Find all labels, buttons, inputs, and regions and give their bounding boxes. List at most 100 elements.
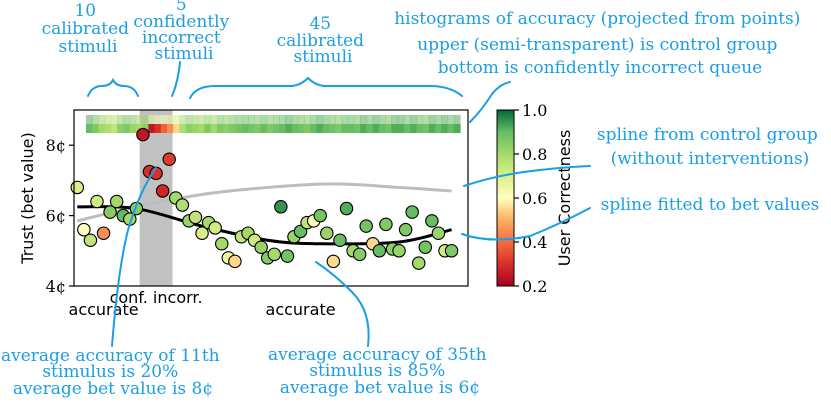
heatmap-cell-incorrect	[185, 124, 193, 133]
brace-left	[87, 77, 139, 97]
heatmap-cell-incorrect	[148, 124, 156, 133]
heatmap-cell-incorrect	[104, 124, 112, 133]
heatmap-cell-control	[403, 115, 411, 124]
heatmap-cell-incorrect	[167, 124, 174, 133]
heatmap-cell-control	[117, 115, 124, 124]
heatmap-cell-control	[86, 115, 93, 124]
heatmap-cell-control	[391, 115, 399, 124]
heatmap-cell-incorrect	[285, 124, 293, 133]
scatter-point	[320, 226, 334, 240]
heatmap-cell-incorrect	[154, 124, 162, 133]
scatter-point	[339, 201, 354, 216]
anno-bottom-left: average accuracy of 11th stimulus is 20%…	[1, 346, 225, 399]
heatmap-cell-incorrect	[360, 124, 368, 133]
heatmap-cell-control	[360, 115, 368, 124]
heatmap-cell-control	[204, 115, 212, 124]
heatmap-cell-control	[435, 115, 442, 124]
scatter-point	[431, 226, 446, 240]
heatmap-cell-control	[229, 115, 237, 124]
heatmap-cell-incorrect	[391, 124, 399, 133]
scatter-point	[228, 254, 242, 269]
heatmap-cell-incorrect	[366, 124, 374, 133]
anno-spline-bet: spline fitted to bet values	[601, 195, 820, 215]
scatter-point	[352, 247, 367, 262]
scatter-point	[333, 233, 347, 247]
anno-spline-control: spline from control group (without inter…	[597, 125, 823, 169]
scatter-point	[103, 205, 117, 219]
scatter-point	[372, 244, 387, 258]
scatter-point	[215, 237, 229, 251]
heatmap-cell-incorrect	[173, 124, 181, 133]
brace-right	[189, 76, 463, 99]
y-ticks: 4¢ 6¢ 8¢	[46, 136, 74, 296]
heatmap-cell-control	[129, 115, 137, 124]
heatmap-cell-control	[104, 115, 112, 124]
heatmap-cell-incorrect	[123, 124, 131, 133]
heatmap-cell-incorrect	[297, 124, 305, 133]
heatmap-cell-incorrect	[241, 124, 249, 133]
heatmap-cell-incorrect	[210, 124, 218, 133]
scatter-point	[425, 214, 439, 228]
heatmap-cell-incorrect	[98, 124, 106, 133]
plot-frame	[73, 109, 469, 287]
heatmap-cell-incorrect	[403, 124, 411, 133]
heatmap-cell-incorrect	[248, 124, 255, 133]
heatmap-cell-incorrect	[378, 124, 386, 133]
arrow-spline-ctrl	[463, 165, 591, 187]
scatter-point	[70, 180, 85, 195]
heatmap-cell-control	[198, 115, 206, 124]
heatmap-cell-incorrect	[354, 124, 361, 133]
heatmap-cell-control	[354, 115, 361, 124]
region-label: accurate	[69, 300, 139, 319]
heatmap-cell-incorrect	[129, 124, 137, 133]
heatmap-cell-control	[273, 115, 280, 124]
heatmap-cell-incorrect	[341, 124, 349, 133]
heatmap-cell-control	[160, 115, 168, 124]
heatmap-cell-incorrect	[335, 124, 343, 133]
heatmap-cell-control	[428, 115, 436, 124]
heatmap-cell-control	[316, 115, 324, 124]
y-tick-label: 4¢	[46, 277, 66, 296]
heatmap-cell-incorrect	[216, 124, 224, 133]
heatmap-cell-control	[185, 115, 193, 124]
heatmap-cell-control	[135, 115, 143, 124]
heatmap-cell-incorrect	[397, 124, 405, 133]
heatmap-cell-incorrect	[441, 124, 449, 133]
arrow-top-mid	[171, 61, 181, 97]
scatter-point	[162, 152, 176, 167]
scatter-point	[411, 256, 426, 270]
annotation-strokes	[87, 61, 591, 347]
heatmap-cell-control	[422, 115, 430, 124]
heatmap-cell-incorrect	[135, 124, 143, 133]
heatmap-cell-control	[335, 115, 343, 124]
colorbar-tick-label: 1.0	[522, 101, 547, 120]
colorbar-tick-label: 0.4	[522, 233, 547, 252]
heatmap-cell-control	[154, 115, 162, 124]
heatmap-cell-incorrect	[310, 124, 318, 133]
heatmap-cell-control	[248, 115, 255, 124]
scatter-point	[83, 233, 98, 247]
heatmap-cell-control	[366, 115, 374, 124]
heatmap-cell-control	[260, 115, 268, 124]
scatter-point	[175, 198, 190, 212]
heatmap-cell-control	[216, 115, 224, 124]
heatmap-cell-control	[123, 115, 131, 124]
heatmap-cell-control	[173, 115, 181, 124]
scatter-point	[136, 127, 150, 142]
heatmap-cell-incorrect	[279, 124, 287, 133]
heatmap-cell-control	[279, 115, 287, 124]
heatmap-cell-control	[142, 115, 149, 124]
heatmap-cell-incorrect	[266, 124, 274, 133]
heatmap-cell-control	[397, 115, 405, 124]
colorbar-label: User Correctness	[555, 130, 574, 267]
heatmap-cell-incorrect	[453, 124, 461, 133]
scatter-point	[274, 200, 288, 214]
heatmap-cell-incorrect	[198, 124, 206, 133]
heatmap-cell-control	[285, 115, 293, 124]
heatmap-cell-incorrect	[322, 124, 330, 133]
scatter-point	[326, 254, 341, 269]
heatmap-cell-control	[304, 115, 311, 124]
scatter-point	[280, 249, 295, 263]
